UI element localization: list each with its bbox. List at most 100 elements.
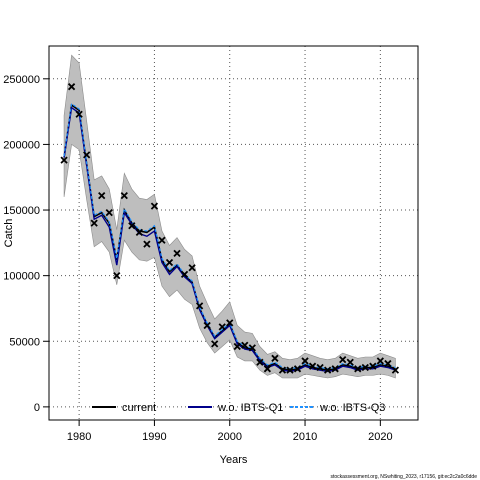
observed-point-stroke: [165, 258, 174, 267]
x-tick-label: 2020: [368, 431, 392, 443]
observed-point-stroke: [203, 321, 211, 330]
observed-point: [67, 83, 76, 91]
observed-point-stroke: [195, 302, 204, 310]
observed-point-stroke: [346, 358, 354, 366]
observed-point: [263, 365, 272, 373]
observed-point-stroke: [323, 366, 332, 374]
observed-point: [113, 272, 121, 280]
y-tick-label: 0: [34, 402, 40, 414]
observed-point: [143, 240, 151, 248]
observed-point: [226, 319, 234, 327]
observed-point-stroke: [301, 357, 309, 365]
observed-point-stroke: [128, 222, 136, 230]
observed-point: [98, 191, 106, 200]
observed-point: [331, 365, 339, 373]
observed-point: [203, 321, 211, 330]
x-tick-label: 2010: [293, 431, 317, 443]
legend-label: w.o. IBTS-Q3: [319, 402, 385, 414]
observed-point-stroke: [60, 156, 68, 164]
observed-point-stroke: [248, 344, 256, 352]
observed-point-stroke: [143, 240, 151, 248]
observed-point: [120, 191, 128, 200]
y-axis-title: Catch: [3, 219, 15, 248]
observed-point: [346, 358, 354, 366]
observed-point: [218, 323, 226, 331]
observed-point-stroke: [271, 354, 279, 362]
observed-point: [286, 366, 294, 374]
observed-point-stroke: [158, 236, 166, 244]
observed-point-stroke: [241, 341, 249, 349]
observed-point-stroke: [354, 365, 362, 373]
observed-point: [75, 110, 83, 118]
observed-point: [369, 362, 377, 370]
observed-point-stroke: [113, 272, 121, 280]
observed-point-stroke: [135, 228, 144, 236]
observed-point-stroke: [233, 342, 241, 351]
observed-point: [135, 228, 144, 236]
observed-point-stroke: [98, 191, 106, 200]
observed-point-stroke: [263, 365, 272, 373]
y-tick-label: 150000: [3, 205, 40, 217]
observed-point: [308, 362, 317, 370]
observed-point-stroke: [308, 362, 317, 370]
observed-point: [323, 366, 332, 374]
observed-point: [211, 340, 219, 348]
observed-points: [60, 83, 400, 374]
observed-point: [248, 344, 256, 352]
observed-point: [188, 264, 196, 272]
observed-point: [316, 363, 324, 372]
observed-point-stroke: [339, 355, 347, 364]
observed-point-stroke: [83, 151, 91, 159]
observed-point-stroke: [278, 366, 287, 374]
observed-point-stroke: [218, 323, 226, 331]
observed-point: [150, 202, 159, 210]
x-tick-label: 1980: [67, 431, 91, 443]
observed-point-stroke: [105, 209, 113, 217]
confidence-band: [63, 54, 396, 379]
observed-point-stroke: [75, 110, 83, 118]
observed-point: [339, 355, 347, 364]
observed-point: [158, 236, 166, 244]
observed-point-stroke: [369, 362, 377, 370]
observed-point: [361, 363, 369, 372]
y-tick-label: 250000: [3, 74, 40, 86]
observed-point: [233, 342, 241, 351]
observed-point-stroke: [361, 363, 369, 372]
observed-point: [83, 151, 91, 159]
observed-point: [128, 222, 136, 230]
y-tick-label: 100000: [3, 271, 40, 283]
observed-point-stroke: [180, 270, 189, 278]
observed-point: [173, 249, 181, 257]
observed-point-stroke: [173, 249, 181, 257]
x-tick-label: 2000: [217, 431, 241, 443]
observed-point: [278, 366, 287, 374]
observed-point-stroke: [376, 357, 384, 365]
observed-point-stroke: [256, 358, 264, 366]
observed-point: [376, 357, 384, 365]
observed-point: [105, 209, 113, 217]
legend: current w.o. IBTS-Q1 w.o. IBTS-Q3: [92, 402, 385, 414]
axes: 1980 1990 2000 2010 2020 0 50000 100000 150000 20…: [3, 74, 392, 443]
observed-point: [195, 302, 204, 310]
observed-point: [90, 219, 98, 227]
y-tick-label: 50000: [9, 336, 40, 348]
observed-point: [271, 354, 279, 362]
observed-point-stroke: [120, 191, 128, 200]
observed-point-stroke: [391, 366, 400, 374]
observed-point: [241, 341, 249, 349]
observed-point-stroke: [331, 365, 339, 373]
plot-frame: [48, 45, 419, 421]
observed-point-stroke: [150, 202, 159, 210]
observed-point: [293, 365, 302, 373]
observed-point-stroke: [316, 363, 324, 372]
confidence-band-area: [63, 54, 396, 379]
legend-label: current: [122, 402, 156, 414]
observed-point-stroke: [90, 219, 98, 227]
observed-point: [60, 156, 68, 164]
observed-point: [384, 359, 392, 368]
observed-point-stroke: [67, 83, 76, 91]
observed-point: [256, 358, 264, 366]
observed-point: [301, 357, 309, 365]
observed-point-stroke: [188, 264, 196, 272]
